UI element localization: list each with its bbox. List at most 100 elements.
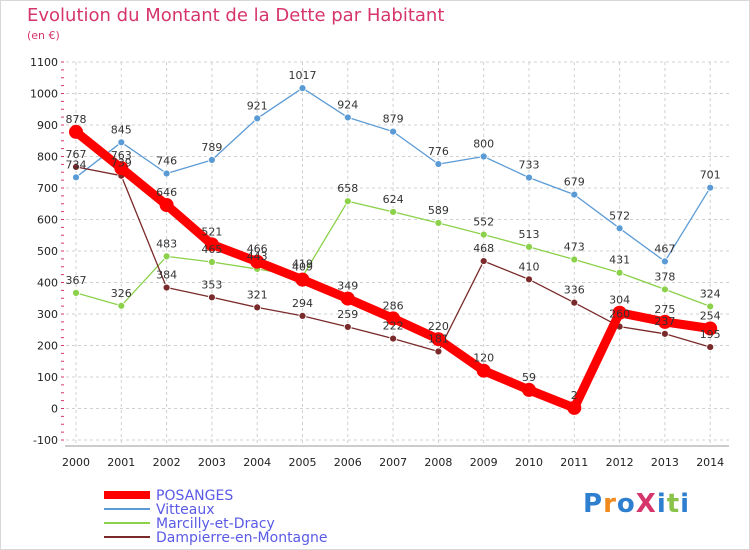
data-label: 286 (383, 299, 404, 312)
y-tick-label: 1100 (30, 56, 58, 69)
x-tick-label: 2013 (651, 456, 679, 469)
data-label: 473 (564, 241, 585, 254)
data-point (343, 197, 352, 206)
data-point (204, 237, 219, 252)
proxiti-logo: ProXiti (583, 489, 690, 519)
data-point (72, 173, 80, 182)
data-label: 924 (337, 98, 358, 111)
data-point (69, 124, 83, 139)
data-point (253, 303, 262, 312)
logo-letter: r (603, 489, 617, 519)
data-point (340, 291, 355, 306)
y-tick-label: 900 (37, 119, 58, 132)
data-point (253, 114, 262, 123)
data-point (661, 285, 669, 294)
data-point (117, 301, 126, 310)
data-label: 324 (700, 287, 721, 300)
data-point (162, 252, 171, 261)
data-label: 410 (519, 260, 540, 273)
chart-subtitle: (en €) (27, 29, 60, 42)
logo-letter: o (616, 489, 636, 519)
data-label: 521 (201, 225, 222, 238)
data-label: 552 (473, 216, 494, 229)
y-tick-label: 700 (37, 182, 58, 195)
logo-letter: P (583, 489, 604, 519)
data-label: 589 (428, 204, 449, 217)
data-label: 646 (156, 186, 177, 199)
data-label: 658 (337, 182, 358, 195)
logo-letter: X (635, 489, 657, 519)
data-label: 419 (292, 258, 313, 271)
data-label: 367 (66, 274, 87, 287)
data-point (525, 275, 533, 284)
data-label: 294 (292, 297, 313, 310)
data-point (389, 208, 398, 216)
data-label: 349 (337, 280, 358, 293)
data-label: 353 (201, 278, 222, 291)
x-tick-label: 2002 (153, 456, 181, 469)
data-point (207, 156, 216, 164)
x-tick-label: 2000 (62, 456, 90, 469)
data-label: 789 (201, 141, 222, 154)
data-point (389, 334, 398, 343)
data-label: 921 (247, 99, 268, 112)
data-point (343, 113, 352, 122)
logo-letter: i (680, 489, 691, 519)
data-point (479, 230, 488, 239)
data-label: 378 (654, 270, 675, 283)
data-label: 431 (609, 254, 630, 267)
data-label: 409 (292, 261, 313, 274)
y-tick-label: 800 (37, 151, 58, 164)
x-tick-label: 2003 (198, 456, 226, 469)
data-label: 220 (428, 320, 449, 333)
x-tick-label: 2009 (470, 456, 498, 469)
data-label: 2 (571, 389, 578, 402)
data-label: 483 (156, 237, 177, 250)
data-point (298, 84, 307, 93)
y-tick-label: 100 (37, 371, 58, 384)
data-point (72, 288, 80, 297)
data-point (661, 329, 669, 338)
data-label: 767 (66, 148, 87, 161)
data-label: 336 (564, 284, 585, 297)
x-tick-label: 2010 (515, 456, 543, 469)
data-label: 679 (564, 176, 585, 189)
data-point (570, 255, 579, 264)
data-label: 321 (247, 288, 268, 301)
y-tick-label: 400 (37, 277, 58, 290)
data-label: 800 (473, 138, 494, 151)
data-label: 222 (383, 320, 404, 333)
data-point (525, 243, 533, 251)
data-point (706, 302, 715, 311)
data-point (479, 152, 488, 161)
data-point (207, 293, 216, 302)
y-tick-label: 1000 (30, 88, 58, 101)
data-point (114, 161, 129, 176)
data-label: 326 (111, 287, 132, 300)
data-point (479, 257, 488, 265)
data-point (570, 298, 579, 307)
data-label: 701 (700, 169, 721, 182)
data-point (657, 314, 672, 329)
data-point (117, 138, 126, 147)
legend-label: Vitteaux (156, 502, 215, 518)
x-tick-label: 2008 (424, 456, 452, 469)
data-point (295, 272, 310, 287)
data-point (661, 257, 669, 266)
y-tick-label: 600 (37, 214, 58, 227)
data-label: 195 (700, 328, 721, 341)
data-point (159, 198, 174, 213)
data-point (434, 219, 443, 227)
data-point (612, 305, 627, 320)
data-point (706, 183, 715, 192)
data-label: 572 (609, 209, 630, 222)
data-label: 181 (428, 332, 449, 345)
data-point (567, 400, 582, 415)
data-point (389, 127, 398, 136)
data-point (386, 311, 401, 326)
data-label: 259 (337, 308, 358, 321)
data-label: 879 (383, 113, 404, 126)
data-label: 734 (66, 158, 87, 171)
data-point (522, 382, 536, 397)
data-label: 624 (383, 193, 404, 206)
